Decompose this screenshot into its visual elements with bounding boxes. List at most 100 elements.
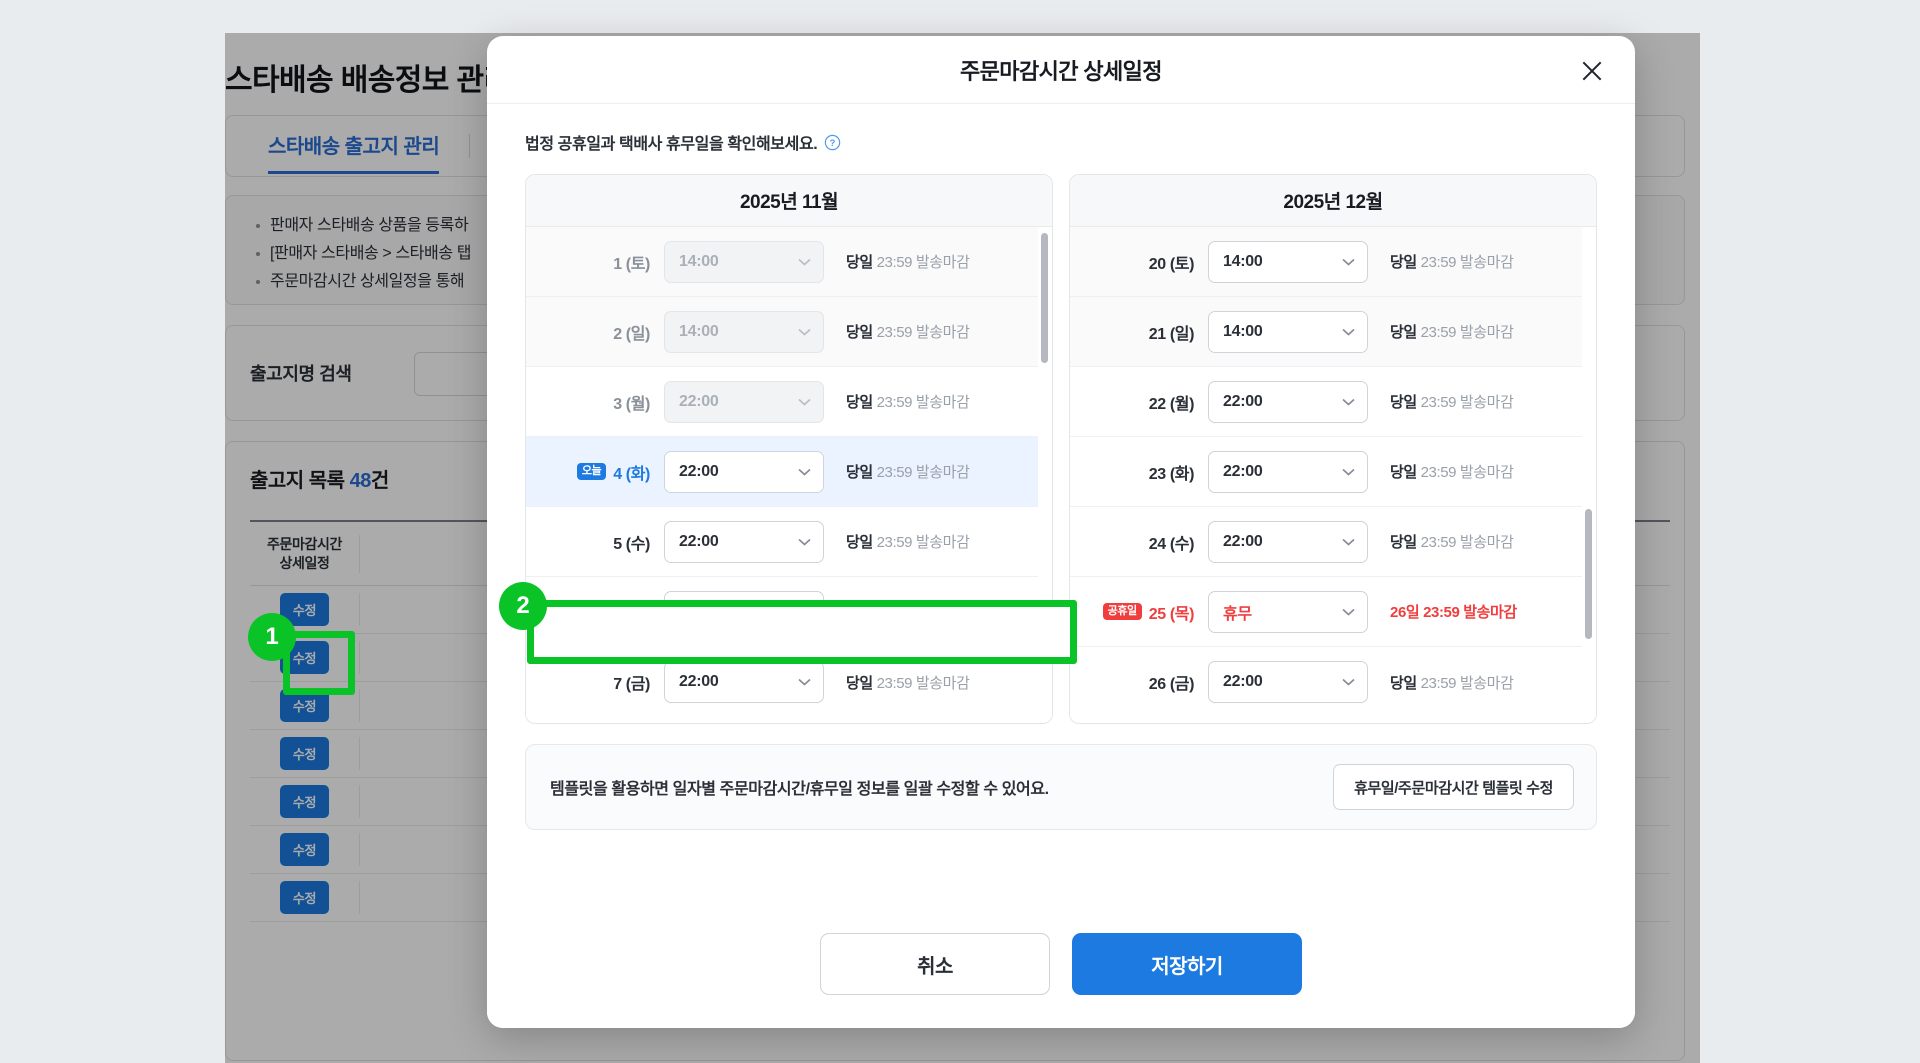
modal-body: 법정 공휴일과 택배사 휴무일을 확인해보세요. ? 2025년 11월 1 (토… xyxy=(487,104,1635,900)
cutoff-time-value: 14:00 xyxy=(1223,252,1263,270)
cutoff-time-value: 휴무 xyxy=(1223,605,1252,623)
calendar-month-2: 2025년 12월 20 (토) 14:00 당일 23:59 발송마감 21 (일) 1… xyxy=(1069,174,1597,724)
close-icon-glyph xyxy=(1582,61,1602,81)
cutoff-time-value: 14:00 xyxy=(1223,322,1263,340)
cutoff-time-text: 23:59 발송마감 xyxy=(1420,674,1514,692)
calendar-row-day: 공휴일 25 (목) xyxy=(1076,600,1208,624)
cutoff-description: 당일 23:59 발송마감 xyxy=(824,531,970,552)
edit-schedule-button[interactable]: 수정 xyxy=(279,833,330,866)
edit-schedule-button[interactable]: 수정 xyxy=(279,881,330,914)
chevron-down-icon xyxy=(798,468,811,476)
day-label: 21 (일) xyxy=(1148,325,1195,343)
cutoff-time-value: 22:00 xyxy=(1223,392,1263,410)
day-label: 5 (수) xyxy=(613,535,650,553)
annotation-box-1 xyxy=(283,631,355,695)
table-cell-edit: 수정 xyxy=(250,833,360,866)
edit-schedule-button[interactable]: 수정 xyxy=(279,737,330,770)
page-title: 스타배송 배송정보 관리 xyxy=(225,64,511,97)
cutoff-time-select[interactable]: 휴무 xyxy=(1208,590,1368,633)
chevron-down-icon xyxy=(1342,258,1355,266)
cutoff-time-text: 23:59 발송마감 xyxy=(876,394,970,411)
day-label: 20 (토) xyxy=(1148,255,1195,273)
day-label: 26 (금) xyxy=(1148,676,1195,693)
calendar-row-day: 24 (수) xyxy=(1076,530,1208,554)
cutoff-time-text: 23:59 발송마감 xyxy=(1420,324,1514,341)
calendar-scrollbar-thumb[interactable] xyxy=(1585,509,1592,639)
chevron-down-icon xyxy=(798,328,811,336)
calendar-scroll-area[interactable]: 20 (토) 14:00 당일 23:59 발송마감 21 (일) 14:00 당일 23… xyxy=(1070,227,1596,723)
modal-header: 주문마감시간 상세일정 xyxy=(487,36,1635,104)
cutoff-time-select[interactable]: 22:00 xyxy=(664,520,824,563)
save-button[interactable]: 저장하기 xyxy=(1072,933,1302,995)
list-title: 출고지 목록 48건 xyxy=(250,464,1660,493)
cutoff-time-text: 23:59 발송마감 xyxy=(1420,534,1514,551)
cutoff-description: 26일 23:59 발송마감 xyxy=(1368,601,1517,622)
cutoff-time-select[interactable]: 22:00 xyxy=(1208,520,1368,563)
edit-template-button[interactable]: 휴무일/주문마감시간 템플릿 수정 xyxy=(1333,764,1574,810)
subtitle-row: 법정 공휴일과 택배사 휴무일을 확인해보세요. ? xyxy=(525,130,1597,154)
cutoff-time-value: 14:00 xyxy=(679,322,719,340)
cutoff-prefix: 당일 xyxy=(846,534,877,551)
calendar-row: 2 (일) 14:00 당일 23:59 발송마감 xyxy=(526,297,1038,367)
calendar-row-day: 23 (화) xyxy=(1076,460,1208,484)
list-title-suffix: 건 xyxy=(370,470,389,492)
cutoff-time-text: 23:59 발송마감 xyxy=(1420,464,1514,481)
chevron-down-icon xyxy=(1342,328,1355,336)
cutoff-time-select: 14:00 xyxy=(664,310,824,353)
annotation-box-2 xyxy=(527,600,1077,664)
cutoff-description: 당일 23:59 발송마감 xyxy=(824,672,970,693)
day-label: 4 (화) xyxy=(613,465,650,483)
cutoff-prefix: 당일 xyxy=(1390,394,1421,411)
chevron-down-icon xyxy=(798,398,811,406)
table-header-cutoff-schedule: 주문마감시간 상세일정 xyxy=(250,534,360,573)
close-icon[interactable] xyxy=(1575,54,1609,88)
calendar-row: 7 (금) 22:00 당일 23:59 발송마감 xyxy=(526,647,1038,717)
cutoff-time-value: 22:00 xyxy=(679,673,719,690)
cutoff-time-select[interactable]: 22:00 xyxy=(664,661,824,703)
chevron-down-icon xyxy=(1342,398,1355,406)
notice-item: 주문마감시간 상세일정을 통해 xyxy=(254,268,1656,296)
chevron-down-icon xyxy=(1342,468,1355,476)
notice-item: [판매자 스타배송 > 스타배송 탭 xyxy=(254,240,1656,268)
svg-text:?: ? xyxy=(830,138,836,148)
cutoff-description: 당일 23:59 발송마감 xyxy=(824,321,970,342)
calendar-row: 3 (월) 22:00 당일 23:59 발송마감 xyxy=(526,367,1038,437)
calendar-row-day: 20 (토) xyxy=(1076,250,1208,274)
cancel-button[interactable]: 취소 xyxy=(820,933,1050,995)
calendar-row: 26 (금) 22:00 당일 23:59 발송마감 xyxy=(1070,647,1582,717)
tab-shipping-origin-management[interactable]: 스타배송 출고지 관리 xyxy=(268,130,440,174)
cutoff-time-select[interactable]: 14:00 xyxy=(1208,310,1368,353)
calendar-row: 1 (토) 14:00 당일 23:59 발송마감 xyxy=(526,227,1038,297)
cutoff-time-select[interactable]: 22:00 xyxy=(1208,661,1368,703)
edit-schedule-button[interactable]: 수정 xyxy=(279,785,330,818)
chevron-down-icon xyxy=(798,538,811,546)
modal-subtitle: 법정 공휴일과 택배사 휴무일을 확인해보세요. xyxy=(525,136,818,153)
today-badge: 오늘 xyxy=(576,463,607,480)
day-label: 25 (목) xyxy=(1148,605,1195,623)
calendar-row: 24 (수) 22:00 당일 23:59 발송마감 xyxy=(1070,507,1582,577)
cutoff-prefix: 당일 xyxy=(1390,674,1421,692)
cutoff-time-select[interactable]: 14:00 xyxy=(1208,240,1368,283)
cutoff-description: 당일 23:59 발송마감 xyxy=(824,391,970,412)
cutoff-schedule-modal: 주문마감시간 상세일정 법정 공휴일과 택배사 휴무일을 확인해보세요. ? 2… xyxy=(487,36,1635,1028)
cutoff-time-select[interactable]: 22:00 xyxy=(664,450,824,493)
day-label: 24 (수) xyxy=(1148,535,1195,553)
chevron-down-icon xyxy=(798,258,811,266)
calendar-row: 21 (일) 14:00 당일 23:59 발송마감 xyxy=(1070,297,1582,367)
notice-item: 판매자 스타배송 상품을 등록하 xyxy=(254,212,1656,240)
cutoff-time-text: 23:59 발송마감 xyxy=(1423,604,1517,621)
cutoff-time-select[interactable]: 22:00 xyxy=(1208,380,1368,423)
table-cell-edit: 수정 xyxy=(250,737,360,770)
cutoff-description: 당일 23:59 발송마감 xyxy=(1368,531,1514,552)
cutoff-description: 당일 23:59 발송마감 xyxy=(1368,672,1514,693)
cutoff-prefix: 당일 xyxy=(846,394,877,411)
cutoff-time-select[interactable]: 22:00 xyxy=(1208,450,1368,493)
annotation-marker-2: 2 xyxy=(499,582,547,630)
cutoff-prefix: 당일 xyxy=(846,254,877,271)
cutoff-time-value: 22:00 xyxy=(1223,462,1263,480)
help-circle-icon[interactable]: ? xyxy=(824,134,841,151)
calendar-month-label: 2025년 12월 xyxy=(1070,175,1596,227)
calendar-row-day: 오늘 4 (화) xyxy=(532,460,664,484)
calendar-scrollbar-thumb[interactable] xyxy=(1041,233,1048,363)
